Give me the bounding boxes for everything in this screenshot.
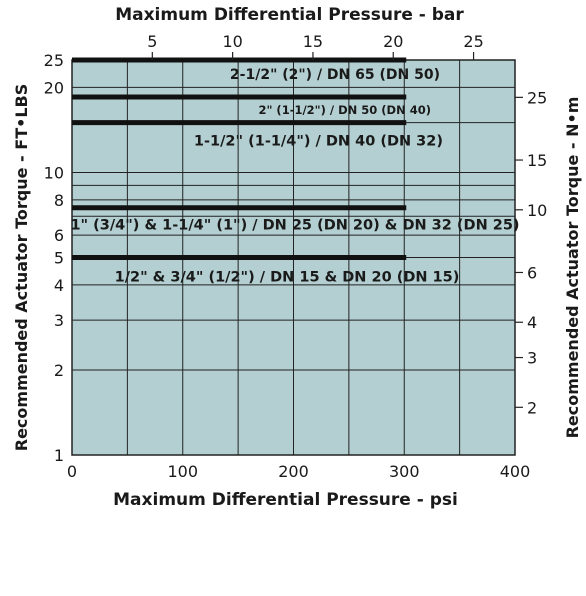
y-right-tick-label: 25 (527, 88, 547, 107)
y-left-tick-label: 3 (54, 311, 64, 330)
series-label: 1" (3/4") & 1-1/4" (1") / DN 25 (DN 20) … (70, 218, 519, 234)
bar-tick-label: 5 (147, 32, 157, 51)
y-left-tick-label: 1 (54, 446, 64, 465)
y-right-tick-label: 4 (527, 313, 537, 332)
grid-lines (72, 60, 515, 455)
y-axis-right-title: Recommended Actuator Torque - N•m (563, 97, 582, 439)
series-label: 1/2" & 3/4" (1/2") / DN 15 & DN 20 (DN 1… (115, 270, 460, 286)
y-left-tick-label: 5 (54, 249, 64, 268)
y-left-tick-label: 8 (54, 191, 64, 210)
y-left-tick-label: 2 (54, 361, 64, 380)
x-tick-label: 300 (389, 462, 420, 481)
series-label: 1-1/2" (1-1/4") / DN 40 (DN 32) (194, 134, 443, 150)
x-tick-label: 200 (278, 462, 309, 481)
x-axis-title: Maximum Differential Pressure - psi (113, 490, 458, 510)
y-left-tick-label: 10 (44, 163, 64, 182)
series-group: 2-1/2" (2") / DN 65 (DN 50) 2" (1-1/2") /… (70, 57, 520, 286)
y-left-tick-label: 6 (54, 226, 64, 245)
y-axis-left-title: Recommended Actuator Torque - FT•LBS (12, 84, 31, 452)
series-label: 2-1/2" (2") / DN 65 (DN 50) (230, 67, 440, 83)
y-left-tick-label: 20 (44, 78, 64, 97)
y-left-tick-label: 4 (54, 276, 64, 295)
y-left-tick-label: 25 (44, 51, 64, 70)
bar-tick-label: 25 (463, 32, 483, 51)
y-right-tick-label: 2 (527, 398, 537, 417)
x-tick-label: 400 (500, 462, 531, 481)
bar-tick-label: 15 (303, 32, 323, 51)
y-right-tick-label: 10 (527, 201, 547, 220)
y-right-tick-label: 3 (527, 349, 537, 368)
top-axis-title: Maximum Differential Pressure - bar (115, 5, 464, 25)
x-tick-label: 0 (67, 462, 77, 481)
series-label: 2" (1-1/2") / DN 50 (DN 40) (258, 103, 431, 117)
bar-tick-label: 10 (222, 32, 242, 51)
y-right-tick-label: 6 (527, 263, 537, 282)
x-tick-label: 100 (167, 462, 198, 481)
y-right-tick-label: 15 (527, 151, 547, 170)
bar-tick-label: 20 (383, 32, 403, 51)
